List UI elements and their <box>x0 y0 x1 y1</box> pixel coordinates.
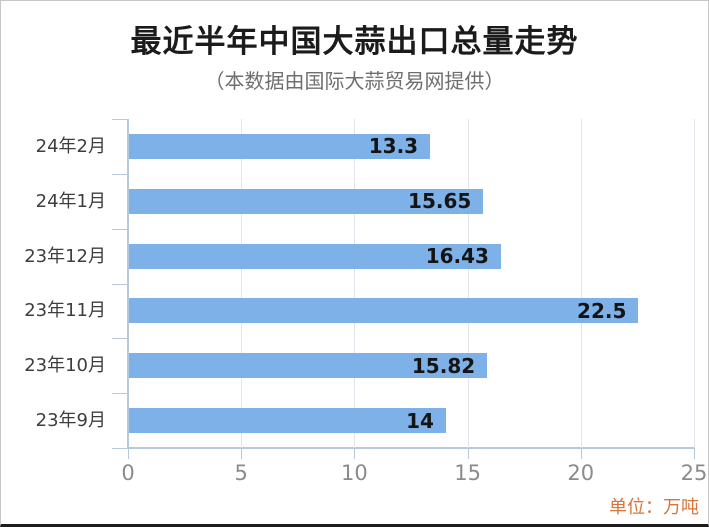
category-label-4: 23年10月 <box>24 355 106 377</box>
bar-4: 15.82 <box>129 353 488 379</box>
value-label-3: 22.5 <box>577 298 627 323</box>
x-tick-label-10: 10 <box>341 461 368 485</box>
bar-1: 15.65 <box>129 188 484 214</box>
y-tick-6 <box>112 448 128 449</box>
bar-3: 22.5 <box>129 298 639 324</box>
value-label-1: 15.65 <box>408 189 472 214</box>
category-label-5: 23年9月 <box>35 410 106 432</box>
unit-label: 单位：万吨 <box>609 497 699 518</box>
gridline-x-10 <box>354 119 356 448</box>
category-label-0: 24年2月 <box>35 135 106 157</box>
x-tick-25 <box>694 449 695 459</box>
gridline-x-20 <box>580 119 582 448</box>
x-axis-line <box>127 447 695 449</box>
gridline-x-25 <box>694 119 695 448</box>
x-tick-15 <box>467 449 469 459</box>
x-tick-label-20: 20 <box>567 461 595 485</box>
x-tick-10 <box>354 449 356 459</box>
bar-5: 14 <box>129 408 446 434</box>
x-tick-label-15: 15 <box>454 461 481 485</box>
y-tick-1 <box>112 173 128 175</box>
chart-subtitle: （本数据由国际大蒜贸易网提供） <box>204 69 505 93</box>
y-tick-0 <box>112 119 128 120</box>
category-label-1: 24年1月 <box>35 190 106 212</box>
x-tick-label-5: 5 <box>234 461 248 485</box>
value-label-4: 15.82 <box>411 353 476 378</box>
gridline-x-5 <box>241 119 243 448</box>
bar-2: 16.43 <box>129 243 501 269</box>
bar-0: 13.3 <box>129 133 431 159</box>
x-tick-0 <box>128 449 129 459</box>
x-tick-label-25: 25 <box>680 461 708 485</box>
x-tick-label-0: 0 <box>121 461 135 485</box>
category-label-3: 23年11月 <box>24 300 106 322</box>
chart-title: 最近半年中国大蒜出口总量走势 <box>130 24 579 60</box>
category-label-2: 23年12月 <box>24 245 106 267</box>
value-label-5: 14 <box>406 408 434 433</box>
y-axis-line <box>127 119 129 449</box>
y-tick-4 <box>112 338 128 340</box>
y-tick-5 <box>112 393 128 395</box>
gridline-x-15 <box>467 119 469 448</box>
y-tick-2 <box>112 228 128 230</box>
x-tick-20 <box>580 449 582 459</box>
value-label-0: 13.3 <box>368 134 419 159</box>
y-tick-3 <box>112 283 128 285</box>
x-tick-5 <box>241 449 243 459</box>
value-label-2: 16.43 <box>425 244 489 269</box>
